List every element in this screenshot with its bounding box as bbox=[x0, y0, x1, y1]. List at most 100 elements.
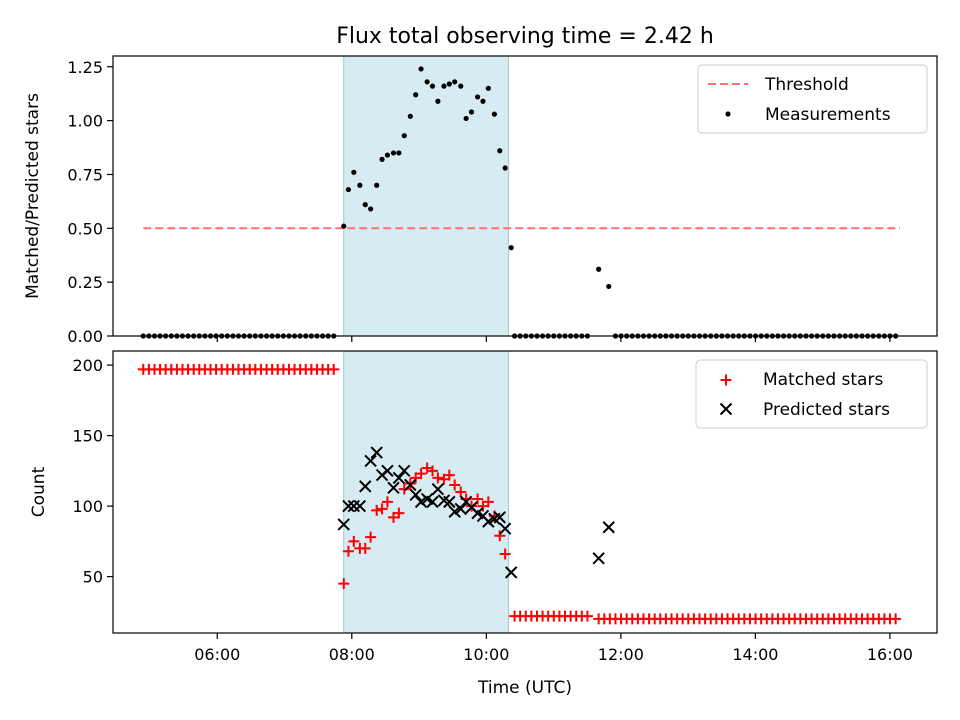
measurement-point bbox=[407, 113, 413, 119]
measurement-point bbox=[596, 266, 602, 272]
x-tick-label: 10:00 bbox=[463, 645, 509, 664]
measurement-point bbox=[463, 115, 469, 122]
counts-axes-frame bbox=[112, 350, 938, 634]
predicted-star-point bbox=[592, 552, 605, 565]
matched-star-point bbox=[338, 578, 350, 590]
matched-star-point bbox=[890, 613, 902, 625]
measurement-point bbox=[390, 150, 397, 156]
predicted-star-point bbox=[337, 518, 350, 531]
measurement-point bbox=[362, 202, 368, 208]
measurement-point bbox=[341, 223, 347, 229]
measurement-point bbox=[468, 109, 475, 115]
measurement-point bbox=[435, 98, 441, 104]
measurement-point bbox=[497, 148, 503, 154]
matched-star-point bbox=[398, 483, 410, 495]
predicted-star-point bbox=[482, 515, 495, 528]
matched-star-point bbox=[328, 363, 340, 375]
predicted-star-point bbox=[387, 481, 400, 494]
predicted-star-point bbox=[443, 495, 456, 509]
measurement-point bbox=[491, 111, 497, 117]
predicted-star-point bbox=[505, 566, 518, 579]
matched-star-point bbox=[443, 469, 455, 481]
predicted-star-point bbox=[426, 495, 439, 509]
measurement-point bbox=[384, 152, 391, 158]
x-axis-label: Time (UTC) bbox=[477, 678, 572, 698]
measurement-point bbox=[452, 79, 458, 85]
measurement-point bbox=[485, 85, 491, 91]
x-tick-label: 16:00 bbox=[867, 645, 913, 664]
y-tick-label: 100 bbox=[72, 497, 103, 516]
legend-predicted-swatch bbox=[719, 402, 733, 416]
y-tick-label: 150 bbox=[72, 427, 103, 446]
matched-star-point bbox=[499, 548, 511, 560]
matched-star-point bbox=[365, 531, 377, 543]
measurement-point bbox=[413, 92, 419, 98]
matched-star-point bbox=[427, 465, 439, 477]
matched-star-point bbox=[455, 486, 467, 498]
measurement-point bbox=[374, 182, 380, 188]
y-tick-label: 1.00 bbox=[67, 112, 103, 131]
y-tick-label: 50 bbox=[83, 568, 103, 587]
ratio-y-axis-label: Matched/Predicted stars bbox=[23, 93, 43, 299]
predicted-star-point bbox=[414, 495, 428, 509]
measurement-point bbox=[357, 182, 363, 188]
measurement-point bbox=[418, 66, 424, 72]
counts-ticks: 50 100 150 200 06:00 08:00 10:00 12:00 14:00 16:0… bbox=[72, 356, 913, 664]
legend-threshold-label: Threshold bbox=[764, 75, 849, 95]
ratio-ticks: 0.00 0.25 0.50 0.75 1.00 1.25 bbox=[67, 58, 891, 346]
measurement-point bbox=[368, 206, 374, 212]
matched-star-point bbox=[581, 610, 593, 622]
y-tick-label: 0.50 bbox=[67, 219, 103, 238]
matched-star-point bbox=[494, 530, 506, 542]
chart-title: Flux total observing time = 2.42 h bbox=[336, 24, 714, 49]
measurement-point bbox=[424, 79, 430, 85]
measurement-point bbox=[502, 165, 508, 171]
predicted-star-point bbox=[454, 502, 467, 516]
predicted-star-point bbox=[392, 471, 406, 485]
predicted-star-point bbox=[398, 464, 411, 478]
legend-predicted-label: Predicted stars bbox=[763, 400, 890, 420]
measurement-point bbox=[458, 83, 464, 89]
ratio-legend: Threshold Measurements bbox=[697, 64, 928, 134]
counts-marks bbox=[137, 363, 902, 625]
matched-star-point bbox=[415, 468, 427, 480]
legend-box bbox=[697, 64, 928, 134]
x-tick-label: 06:00 bbox=[194, 645, 240, 664]
counts-legend: Matched stars Predicted stars bbox=[695, 359, 928, 429]
observing-window-span bbox=[343, 55, 510, 337]
ratio-axes-frame bbox=[112, 55, 938, 337]
matched-star-point bbox=[482, 496, 494, 508]
matched-star-point bbox=[376, 503, 388, 515]
measurement-point bbox=[606, 283, 612, 290]
predicted-star-point bbox=[431, 482, 445, 496]
measurement-point bbox=[441, 83, 447, 89]
matched-star-point bbox=[348, 535, 360, 547]
observing-window-span bbox=[343, 350, 510, 634]
measurement-point bbox=[508, 245, 514, 251]
x-tick-label: 14:00 bbox=[732, 645, 778, 664]
predicted-star-point bbox=[353, 499, 367, 513]
predicted-star-point bbox=[359, 480, 372, 493]
y-tick-label: 0.00 bbox=[67, 327, 103, 346]
predicted-star-point bbox=[602, 521, 615, 534]
predicted-star-point bbox=[404, 478, 417, 492]
matched-star-point bbox=[393, 507, 405, 519]
x-tick-label: 08:00 bbox=[329, 645, 375, 664]
predicted-star-point bbox=[498, 522, 512, 535]
measurement-point bbox=[480, 98, 486, 104]
matched-star-point bbox=[449, 479, 461, 491]
counts-y-axis-label: Count bbox=[29, 466, 49, 517]
matched-star-point bbox=[342, 545, 354, 557]
measurement-point bbox=[429, 83, 436, 89]
matched-star-point bbox=[371, 504, 383, 516]
predicted-star-point bbox=[493, 511, 506, 524]
y-tick-label: 1.25 bbox=[67, 58, 103, 77]
measurement-point bbox=[351, 169, 357, 175]
measurement-point bbox=[345, 186, 352, 193]
counts-panel: 50 100 150 200 06:00 08:00 10:00 12:00 14:00 16:0… bbox=[29, 350, 938, 698]
y-tick-label: 0.75 bbox=[67, 165, 103, 184]
predicted-star-point bbox=[342, 499, 355, 513]
predicted-star-point bbox=[381, 464, 394, 478]
legend-matched-label: Matched stars bbox=[763, 370, 883, 390]
